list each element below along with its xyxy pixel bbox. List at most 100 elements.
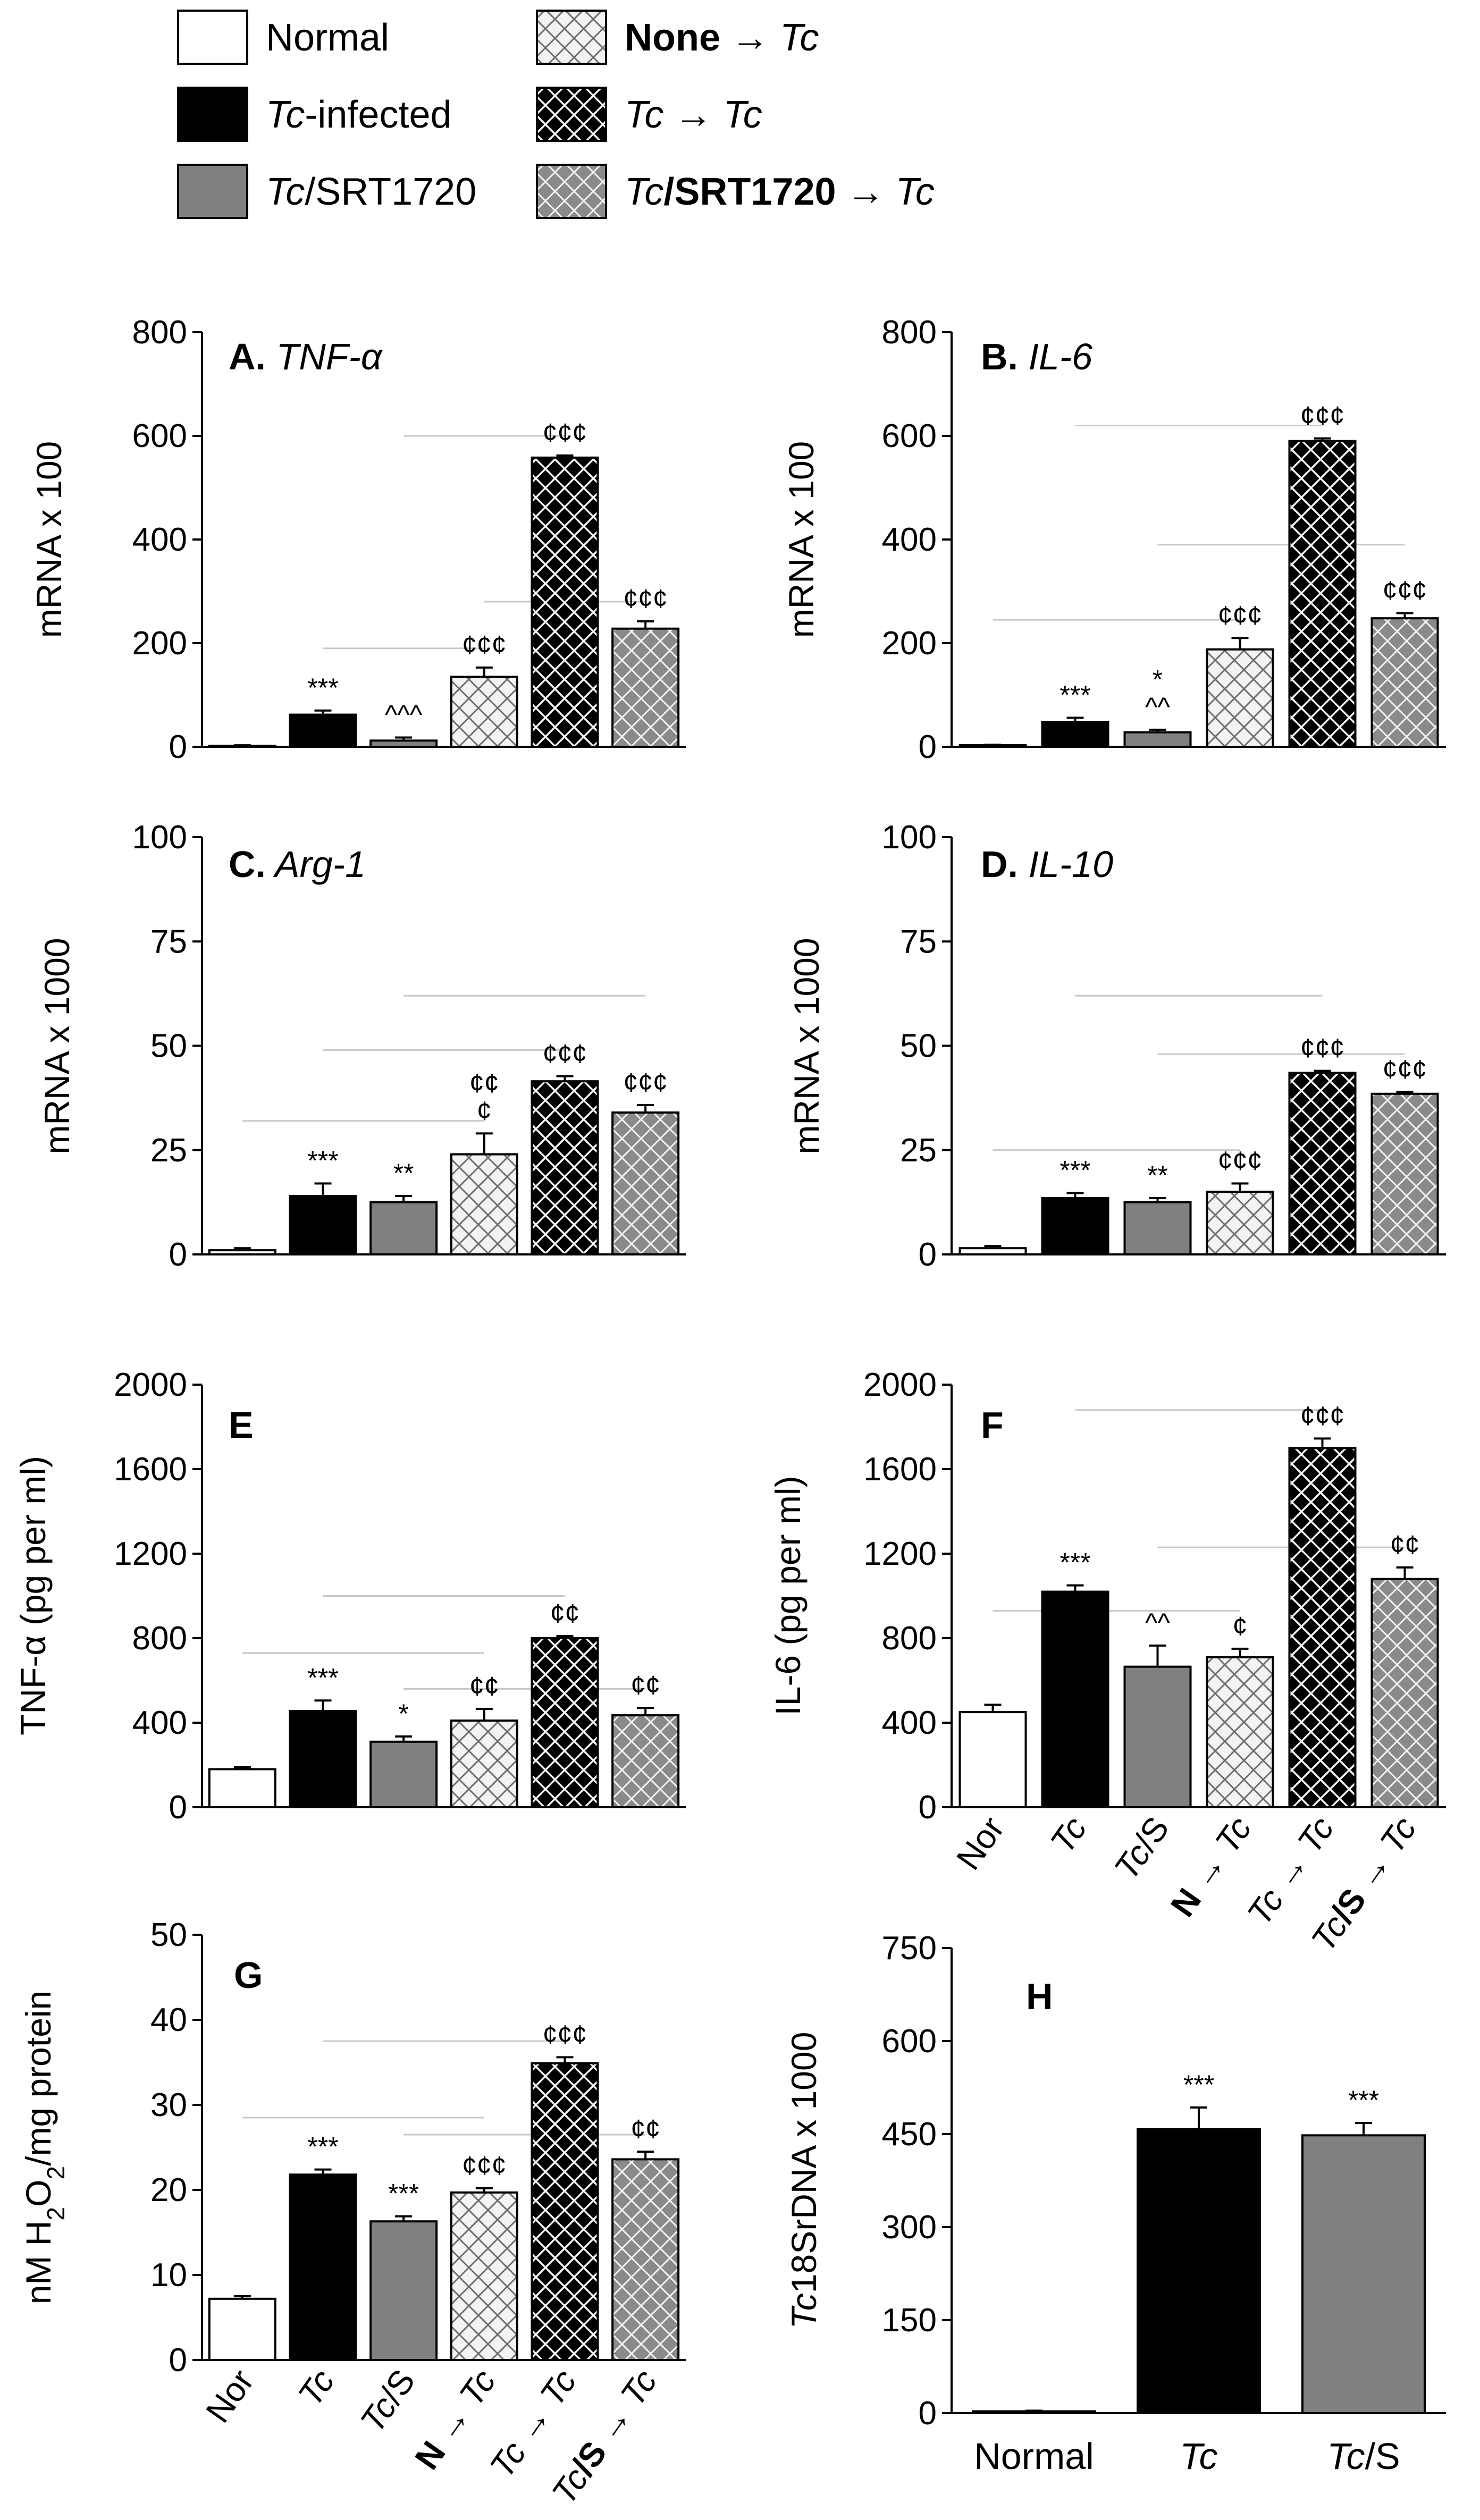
bar-A-1 [289, 713, 357, 748]
bar-D-4 [1288, 1072, 1357, 1256]
significance-label: ¢¢ [469, 1671, 499, 1701]
y-axis-label: mRNA x 100 [781, 441, 821, 638]
legend-item-tc_tc: Tc → Tc [536, 87, 762, 142]
significance-label: ¢¢¢ [1300, 401, 1344, 431]
significance-label: * [1153, 664, 1163, 694]
significance-label: ¢¢¢ [462, 630, 506, 660]
bar-C-0 [208, 1249, 276, 1255]
y-tick-label: 150 [882, 2302, 937, 2339]
legend-label-infected: Tc-infected [266, 94, 452, 136]
legend-item-normal: Normal [177, 10, 389, 65]
bar-C-3 [450, 1153, 518, 1256]
y-tick-label: 0 [919, 1789, 937, 1826]
bar-F-2 [1123, 1665, 1192, 1809]
y-tick-label: 0 [919, 1236, 937, 1273]
x-tick-label: Nor [949, 1810, 1012, 1877]
panel-F: 0 400 800 1200 1600 2000 IL-6 (pg per ml) F *** ^… [768, 1367, 1446, 1958]
y-tick-label: 1200 [114, 1536, 187, 1572]
y-axis-label: mRNA x 1000 [37, 938, 77, 1154]
significance-label: ¢¢ [1390, 1530, 1420, 1560]
bar-C-1 [289, 1195, 357, 1256]
bar-G-3 [450, 2191, 518, 2361]
bar-G-4 [531, 2062, 599, 2362]
y-tick-label: 0 [919, 729, 937, 765]
significance-label: ¢¢¢ [1218, 600, 1262, 630]
y-tick-label: 300 [882, 2209, 937, 2246]
x-tick-label: Tc/S [353, 2363, 423, 2439]
legend-label-tc_tc: Tc → Tc [625, 94, 762, 136]
significance-label: ¢¢ [630, 1670, 660, 1700]
panel-title: G [234, 1954, 263, 1996]
bar-D-3 [1206, 1191, 1274, 1255]
y-tick-label: 1600 [114, 1451, 187, 1488]
legend-label-normal: Normal [266, 16, 389, 59]
bar-F-4 [1288, 1447, 1357, 1808]
bar-B-5 [1370, 617, 1439, 748]
bar-E-0 [208, 1768, 276, 1808]
legend-item-srt_tc: Tc/SRT1720 → Tc [536, 164, 935, 219]
significance-label: ¢¢ [469, 1068, 499, 1098]
legend-swatch-infected [177, 87, 248, 142]
bar-H-1 [1137, 2128, 1261, 2415]
significance-label: ¢¢¢ [623, 1067, 667, 1097]
y-tick-label: 200 [132, 625, 187, 662]
x-tick-label: Tc/S [1107, 1810, 1176, 1886]
y-tick-label: 800 [132, 314, 187, 351]
y-axis-label: IL-6 (pg per ml) [768, 1476, 808, 1715]
panel-title: C. Arg-1 [229, 844, 366, 885]
significance-label: ¢ [477, 1095, 492, 1125]
significance-label: *** [307, 1146, 338, 1176]
bar-E-1 [289, 1710, 357, 1808]
bar-E-2 [369, 1740, 438, 1808]
bar-B-4 [1288, 440, 1357, 748]
y-tick-label: 40 [150, 2002, 187, 2038]
legend-item-none_tc: None → Tc [536, 10, 819, 65]
significance-label: ¢¢ [630, 2114, 660, 2144]
y-tick-label: 100 [882, 819, 937, 856]
bar-D-5 [1370, 1092, 1439, 1255]
bar-A-3 [450, 676, 518, 748]
y-tick-label: 400 [882, 1705, 937, 1741]
panel-A: 0 200 400 600 800 mRNA x 100 A. TNF-α *** ^^^ ¢¢¢… [29, 314, 686, 765]
bar-D-0 [958, 1247, 1027, 1256]
significance-label: ^^ [1145, 692, 1170, 722]
y-tick-label: 800 [882, 1620, 937, 1657]
legend-label-srt_tc: Tc/SRT1720 → Tc [625, 171, 935, 213]
bar-G-0 [208, 2297, 276, 2361]
x-tick-label: Nor [198, 2363, 261, 2430]
significance-label: ¢¢¢ [543, 2019, 587, 2049]
significance-label: ¢¢¢ [623, 584, 667, 613]
y-axis-label: Tc18SrDNA x 1000 [784, 2032, 823, 2329]
significance-label: ¢ [1233, 1611, 1248, 1641]
significance-label: ¢¢¢ [1300, 1033, 1344, 1063]
significance-label: *** [1183, 2070, 1214, 2100]
y-tick-label: 100 [132, 819, 187, 856]
bar-B-2 [1123, 731, 1192, 748]
y-tick-label: 50 [150, 1028, 187, 1065]
x-tick-label: Tc [291, 2363, 342, 2413]
y-tick-label: 450 [882, 2116, 937, 2153]
significance-label: *** [388, 2179, 419, 2209]
legend-swatch-srt_tc [536, 164, 607, 219]
significance-label: *** [1059, 680, 1090, 710]
y-tick-label: 25 [900, 1132, 937, 1169]
bar-G-2 [369, 2220, 438, 2362]
legend: Normal Tc-infected Tc/SRT1720 None → Tc Tc →… [177, 10, 935, 219]
panel-title: D. IL-10 [981, 844, 1113, 885]
y-tick-label: 75 [150, 923, 187, 960]
significance-label: ¢¢¢ [543, 1039, 587, 1068]
significance-label: ¢¢¢ [1383, 1055, 1427, 1084]
significance-label: *** [307, 1663, 338, 1692]
y-tick-label: 600 [882, 2023, 937, 2060]
y-tick-label: 0 [919, 2395, 937, 2432]
bar-A-4 [531, 456, 599, 748]
significance-label: ¢¢¢ [543, 418, 587, 448]
significance-label: * [398, 1699, 408, 1729]
bar-E-4 [531, 1637, 599, 1808]
significance-label: ** [393, 1158, 414, 1188]
